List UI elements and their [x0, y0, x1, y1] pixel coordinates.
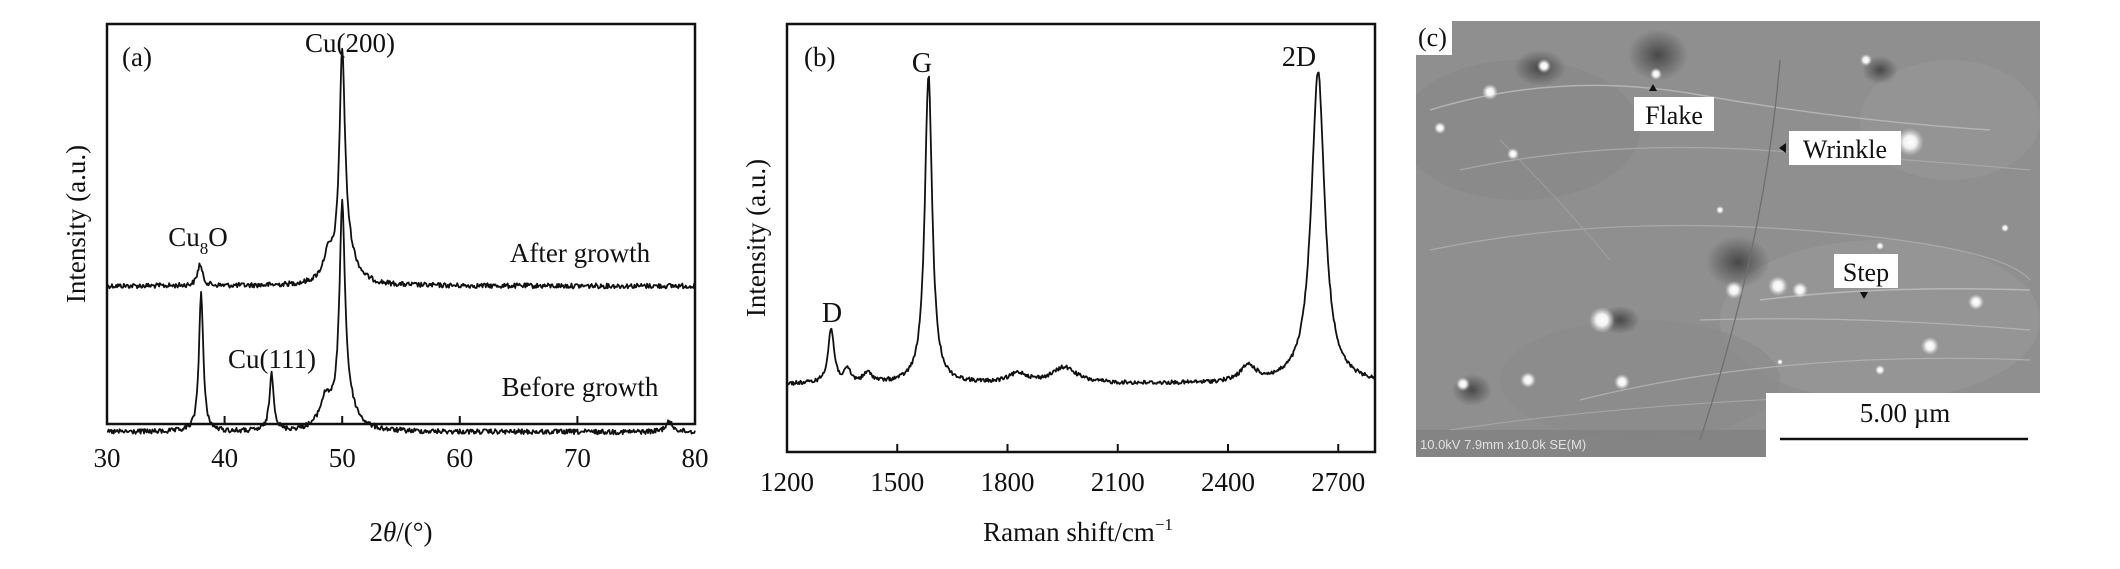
x-tick-label: 80 — [682, 443, 709, 473]
sem-info-bar: 10.0kV 7.9mm x10.0k SE(M) — [1420, 437, 1586, 452]
raman-y-axis-label: Intensity (a.u.) — [741, 159, 771, 317]
x-tick-label: 2700 — [1311, 467, 1365, 497]
xrd-x-axis-label: 2θ/(°) — [369, 517, 432, 547]
x-tick-label: 1500 — [870, 467, 924, 497]
x-tick-label: 1800 — [981, 467, 1035, 497]
raman-panel-label: (b) — [804, 42, 835, 72]
xrd-x-axis-label-theta: θ — [383, 517, 396, 547]
series-line-1 — [106, 47, 696, 290]
step-pointer-icon — [1860, 292, 1868, 299]
xrd-label-after-growth: After growth — [510, 238, 651, 268]
wrinkle-pointer-icon — [1779, 143, 1786, 153]
xrd-annotation-cu8o: Cu8O — [168, 222, 228, 258]
raman-annotation-2d: 2D — [1282, 42, 1316, 73]
raman-x-ticks: 1200 1500 1800 2100 2400 2700 — [760, 444, 1365, 497]
sem-micrograph — [1416, 21, 2040, 457]
flake-label: Flake — [1645, 101, 1703, 130]
sem-scale-bar-label: 5.00 µm — [1860, 398, 1951, 428]
raman-annotation-g: G — [912, 48, 932, 79]
step-label-box — [1834, 254, 1898, 288]
xrd-annotation-cu200: Cu(200) — [305, 28, 395, 58]
wrinkle-label-box — [1789, 131, 1901, 165]
x-tick-label: 60 — [446, 443, 473, 473]
xrd-label-before-growth: Before growth — [502, 372, 659, 402]
x-tick-label: 1200 — [760, 467, 814, 497]
x-tick-label: 40 — [211, 443, 238, 473]
raman-plot-frame — [785, 22, 1377, 454]
xrd-chart: 30 40 50 60 70 80 (a) Cu(200) Cu8O Cu(111) Af… — [61, 22, 709, 547]
x-tick-label: 50 — [329, 443, 356, 473]
series-line-1 — [786, 71, 1376, 386]
sem-panel-label: (c) — [1418, 23, 1447, 52]
x-tick-label: 2100 — [1091, 467, 1145, 497]
xrd-x-axis-label-unit: /(°) — [396, 517, 432, 547]
xrd-plot-frame — [105, 22, 697, 426]
xrd-x-ticks: 30 40 50 60 70 80 — [94, 416, 709, 473]
series-line-2 — [106, 198, 696, 436]
flake-label-box — [1634, 97, 1714, 131]
raman-annotation-d: D — [822, 298, 842, 329]
step-label: Step — [1843, 258, 1889, 287]
xrd-y-axis-label: Intensity (a.u.) — [61, 145, 91, 303]
raman-chart: 1200 1500 1800 2100 2400 2700 (b) D G 2D Inte… — [741, 22, 1377, 547]
xrd-annotation-cu111: Cu(111) — [228, 344, 316, 374]
xrd-x-axis-label-prefix: 2 — [369, 517, 383, 547]
xrd-panel-label: (a) — [122, 42, 152, 72]
xrd-series-group — [106, 47, 696, 436]
raman-series-group — [786, 71, 1376, 386]
x-tick-label: 70 — [564, 443, 591, 473]
x-tick-label: 30 — [94, 443, 121, 473]
x-tick-label: 2400 — [1201, 467, 1255, 497]
raman-x-axis-label: Raman shift/cm−1 — [983, 515, 1173, 547]
flake-pointer-icon — [1649, 84, 1657, 91]
wrinkle-label: Wrinkle — [1803, 135, 1887, 164]
sem-image-panel: Flake Wrinkle Step (c) 10.0kV 7.9mm x10.… — [1410, 18, 2042, 460]
